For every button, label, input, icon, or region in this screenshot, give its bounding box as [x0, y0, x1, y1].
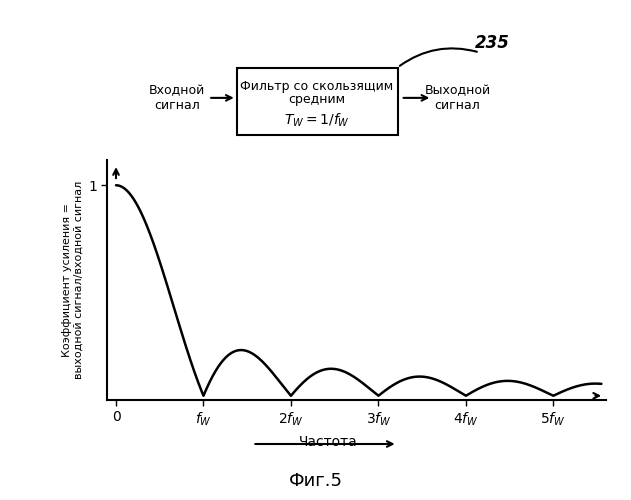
Text: Входной
сигнал: Входной сигнал — [148, 84, 205, 112]
Text: Фиг.5: Фиг.5 — [288, 472, 343, 490]
Text: Частота: Частота — [298, 436, 358, 450]
Text: Фильтр со скользящим: Фильтр со скользящим — [240, 80, 394, 93]
Text: Выходной
сигнал: Выходной сигнал — [425, 84, 490, 112]
Y-axis label: Коэффициент усиления =
выходной сигнал/входной сигнал: Коэффициент усиления = выходной сигнал/в… — [62, 181, 84, 379]
Text: средним: средним — [288, 94, 346, 106]
Text: 235: 235 — [475, 34, 510, 52]
Text: $T_W= 1/f_W$: $T_W= 1/f_W$ — [284, 112, 350, 129]
